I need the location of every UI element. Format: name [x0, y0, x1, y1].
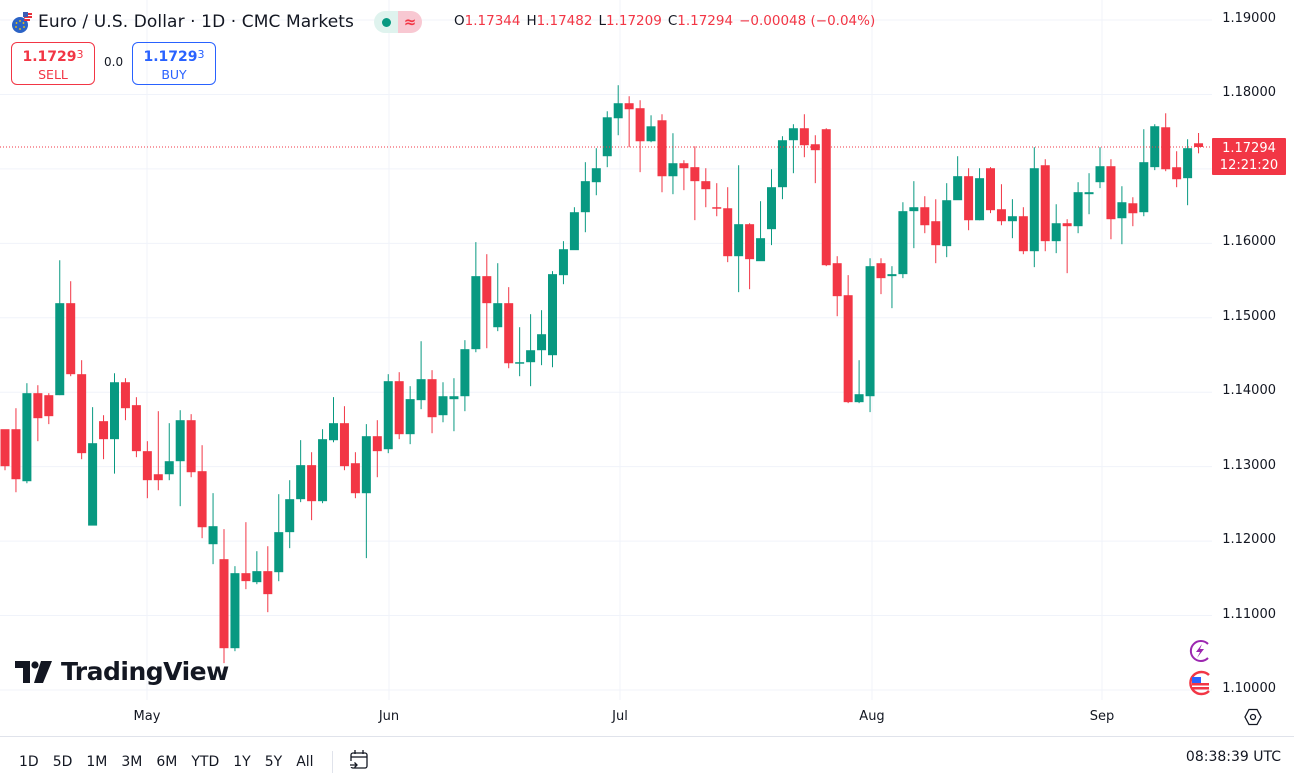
time-axis-label: Jul: [612, 709, 628, 724]
price-axis-label: 1.11000: [1222, 606, 1276, 622]
range-button-1y[interactable]: 1Y: [233, 754, 251, 770]
symbol-header: Euro / U.S. Dollar · 1D · CMC Markets ≈: [10, 9, 422, 35]
sell-price: 1.1729: [22, 49, 77, 65]
delayed-data-icon: ≈: [398, 11, 422, 33]
grid-lines: [0, 0, 1212, 700]
price-axis-label: 1.14000: [1222, 383, 1276, 399]
candlestick-series: [0, 85, 1204, 664]
buy-button[interactable]: 1.17293 BUY: [132, 42, 216, 85]
open-label: O: [454, 13, 465, 29]
toolbar-divider: [331, 751, 333, 773]
last-price-tag: 1.17294 12:21:20: [1212, 138, 1286, 175]
lightning-event-icon[interactable]: [1187, 638, 1213, 668]
date-range-buttons: 1D 5D 1M 3M 6M YTD 1Y 5Y All: [19, 748, 371, 776]
sell-price-pip: 3: [76, 48, 84, 61]
price-axis-label: 1.16000: [1222, 234, 1276, 250]
range-button-3m[interactable]: 3M: [121, 754, 143, 770]
us-economic-event-icon[interactable]: [1187, 669, 1213, 701]
logo-text: TradingView: [61, 657, 229, 686]
tradingview-logo[interactable]: TradingView: [15, 657, 229, 686]
sell-label: SELL: [38, 67, 68, 82]
price-axis-label: 1.18000: [1222, 85, 1276, 101]
chart-settings-icon[interactable]: [1243, 707, 1263, 731]
range-button-5y[interactable]: 5Y: [264, 754, 283, 770]
price-axis-label: 1.10000: [1222, 680, 1276, 696]
go-to-date-calendar-icon[interactable]: [347, 748, 371, 776]
bottom-toolbar: 1D 5D 1M 3M 6M YTD 1Y 5Y All 08:38:39 UTC: [0, 736, 1294, 779]
range-button-5d[interactable]: 5D: [52, 754, 73, 770]
range-button-1d[interactable]: 1D: [19, 754, 39, 770]
buy-price-pip: 3: [197, 48, 205, 61]
symbol-title[interactable]: Euro / U.S. Dollar · 1D · CMC Markets: [38, 12, 354, 32]
range-button-1m[interactable]: 1M: [86, 754, 108, 770]
change-value: −0.00048 (−0.04%): [739, 13, 876, 29]
low-value: 1.17209: [605, 13, 662, 29]
range-button-all[interactable]: All: [296, 754, 314, 770]
time-axis-label: Aug: [859, 709, 885, 724]
high-label: H: [526, 13, 537, 29]
spread-value: 0.0: [104, 55, 124, 69]
close-label: C: [667, 13, 678, 29]
price-axis-label: 1.15000: [1222, 308, 1276, 324]
open-value: 1.17344: [464, 13, 521, 29]
ohlc-legend: O1.17344 H1.17482 L1.17209 C1.17294 −0.0…: [454, 13, 875, 29]
time-axis-label: May: [133, 709, 161, 724]
eur-usd-flag-icon: [10, 11, 32, 33]
tradingview-logo-icon: [15, 660, 52, 683]
range-button-ytd[interactable]: YTD: [191, 754, 220, 770]
close-value: 1.17294: [677, 13, 734, 29]
range-button-6m[interactable]: 6M: [156, 754, 178, 770]
time-axis-label: Sep: [1089, 709, 1115, 724]
bar-countdown: 12:21:20: [1219, 158, 1279, 173]
low-label: L: [598, 13, 606, 29]
time-axis-label: Jun: [378, 709, 400, 724]
buy-price: 1.1729: [143, 49, 198, 65]
price-axis-label: 1.19000: [1222, 11, 1276, 26]
market-open-dot-icon: [374, 11, 398, 33]
last-price-value: 1.17294: [1222, 141, 1276, 156]
price-axis-label: 1.13000: [1222, 457, 1276, 473]
utc-clock[interactable]: 08:38:39 UTC: [1185, 749, 1281, 765]
market-status[interactable]: ≈: [374, 11, 422, 33]
sell-button[interactable]: 1.17293 SELL: [11, 42, 95, 85]
high-value: 1.17482: [536, 13, 593, 29]
buy-label: BUY: [161, 67, 187, 82]
price-axis-label: 1.12000: [1222, 532, 1276, 548]
